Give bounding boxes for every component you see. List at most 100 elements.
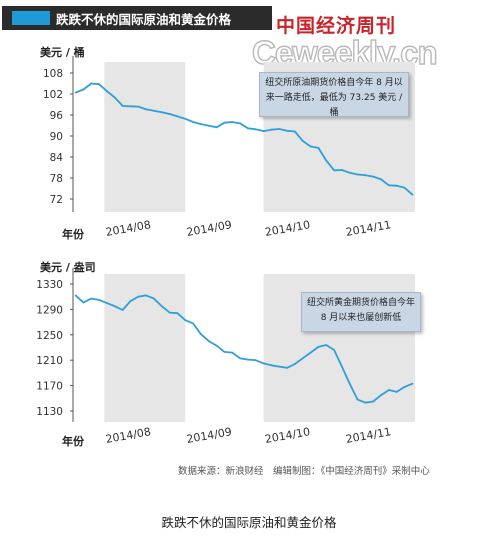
gold-data-point — [356, 398, 359, 401]
gold-data-point — [254, 359, 257, 362]
gold-data-point — [129, 300, 132, 302]
oil-price-line — [75, 82, 413, 196]
oil-data-point — [364, 174, 367, 177]
x-tick-label: 2014/11 — [345, 425, 392, 446]
oil-data-point — [223, 121, 226, 124]
gold-data-point — [90, 297, 93, 300]
logo-chinese: 中国经济周刊 — [276, 15, 397, 37]
y-tick-label: 78 — [50, 173, 63, 185]
oil-data-point — [270, 128, 273, 131]
gold-x-title: 年份 — [62, 435, 84, 448]
gold-data-point — [278, 365, 281, 368]
oil-data-point — [129, 105, 132, 108]
oil-data-point — [325, 159, 328, 162]
oil-data-point — [247, 127, 249, 130]
oil-data-point — [333, 169, 335, 172]
gold-data-point — [239, 357, 242, 360]
oil-annotation: 纽交所原油期货价格自今年 8 月以来一路走低，最低为 73.25 美元 / 桶 — [259, 72, 409, 118]
y-tick-label: 90 — [50, 131, 63, 143]
oil-data-point — [411, 193, 414, 196]
y-tick-label: 1130 — [36, 406, 63, 418]
gold-data-point — [301, 357, 304, 360]
gold-data-point — [184, 319, 187, 322]
oil-data-point — [90, 82, 93, 85]
oil-data-point — [121, 105, 124, 107]
y-tick-label: 108 — [43, 68, 63, 80]
oil-data-point — [153, 109, 155, 112]
oil-data-point — [348, 171, 351, 174]
gold-data-point — [309, 351, 312, 354]
oil-data-point — [231, 121, 234, 123]
oil-data-point — [356, 173, 359, 176]
gold-data-point — [145, 294, 148, 297]
gold-data-point — [380, 394, 382, 396]
y-tick-label: 1170 — [36, 381, 63, 393]
gold-data-point — [388, 389, 390, 391]
gold-data-point — [270, 364, 273, 367]
oil-data-point — [239, 122, 242, 125]
oil-data-point — [388, 184, 390, 187]
gold-data-point — [348, 382, 351, 385]
gold-data-point — [364, 401, 367, 404]
gold-data-point — [317, 346, 320, 348]
gold-data-point — [121, 309, 124, 311]
y-tick-label: 1250 — [36, 330, 63, 342]
gold-data-point — [341, 365, 343, 368]
x-tick-label: 2014/09 — [186, 425, 233, 446]
gold-data-point — [215, 344, 218, 347]
oil-data-point — [192, 121, 195, 123]
gold-data-point — [231, 351, 234, 354]
source-note: 数据来源：新浪财经 编辑制图：《中国经济周刊》采制中心 — [178, 466, 430, 477]
oil-x-title: 年份 — [62, 228, 84, 241]
gold-data-point — [207, 340, 210, 342]
gold-data-point — [294, 363, 296, 365]
x-tick-label: 2014/10 — [264, 425, 311, 446]
gold-data-point — [372, 400, 375, 403]
gold-data-point — [223, 351, 226, 353]
oil-data-point — [286, 129, 288, 132]
oil-data-point — [372, 175, 375, 178]
y-tick-label: 1290 — [36, 304, 63, 316]
gold-data-point — [113, 305, 116, 308]
shaded-band-2014-08 — [104, 274, 186, 422]
gold-data-point — [98, 299, 100, 301]
oil-data-point — [294, 130, 296, 133]
oil-data-point — [309, 145, 312, 148]
gold-annotation: 纽交所黄金期货价格自今年 8 月以来也屡创新低 — [301, 292, 421, 332]
oil-data-point — [403, 186, 406, 189]
oil-data-point — [254, 128, 257, 131]
gold-data-point — [395, 391, 398, 393]
y-tick-label: 1330 — [36, 279, 63, 291]
oil-data-point — [262, 130, 265, 133]
y-tick-label: 84 — [50, 152, 64, 164]
oil-data-point — [160, 111, 163, 114]
oil-data-point — [215, 126, 218, 129]
oil-data-point — [82, 88, 85, 91]
gold-data-point — [262, 362, 265, 365]
oil-data-point — [317, 147, 320, 149]
oil-data-point — [137, 105, 140, 108]
oil-data-point — [145, 108, 148, 111]
gold-data-point — [286, 366, 288, 369]
oil-data-point — [98, 83, 100, 86]
oil-data-point — [207, 124, 210, 127]
y-tick-label: 96 — [50, 110, 64, 122]
oil-data-point — [184, 117, 187, 120]
gold-data-point — [153, 297, 155, 300]
gold-data-point — [411, 382, 414, 385]
gold-price-line — [74, 294, 413, 404]
oil-data-point — [74, 91, 77, 94]
y-tick-label: 72 — [50, 194, 63, 206]
gold-data-point — [192, 322, 195, 325]
gold-data-point — [168, 311, 171, 314]
oil-data-point — [380, 178, 382, 181]
y-tick-label: 102 — [43, 89, 63, 101]
gold-data-point — [74, 294, 77, 297]
gold-data-point — [106, 302, 108, 304]
oil-data-point — [168, 113, 171, 115]
gold-y-unit: 美元 / 盎司 — [40, 261, 96, 274]
figure-caption: 跌跌不休的国际原油和黄金价格 — [161, 515, 337, 530]
gold-data-point — [82, 301, 85, 304]
oil-data-point — [106, 90, 108, 93]
oil-data-point — [395, 184, 398, 187]
